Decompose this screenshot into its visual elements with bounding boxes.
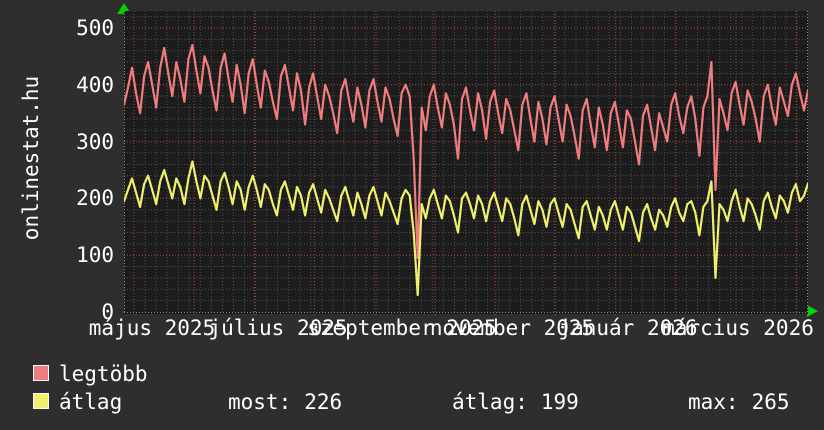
x-tick-label: május 2025 xyxy=(88,316,216,340)
x-tick-label: január 2026 xyxy=(558,316,698,340)
chart-plot xyxy=(124,11,808,316)
stat-atlag: átlag: 199 xyxy=(452,391,579,413)
stat-max-value: 265 xyxy=(751,390,790,414)
y-tick-label: 500 xyxy=(76,16,114,40)
legend-label-atlag: átlag xyxy=(59,390,123,414)
stat-max: max: 265 xyxy=(688,391,790,413)
x-tick-label: július 2025 xyxy=(208,316,348,340)
x-axis-arrow-icon xyxy=(807,305,818,317)
y-tick-label: 400 xyxy=(76,72,114,97)
y-tick-label: 100 xyxy=(76,243,114,268)
stat-atlag-value: 199 xyxy=(540,390,579,414)
stat-most-value: 226 xyxy=(304,390,343,414)
y-axis-arrow-icon xyxy=(117,3,131,14)
watermark-text: onlinestat.hu xyxy=(19,75,43,241)
x-tick-label: szeptember 2025 xyxy=(307,316,497,340)
stat-most: most: 226 xyxy=(228,391,342,413)
x-tick-label: november 2025 xyxy=(429,316,595,340)
legend-swatch-legtobb xyxy=(33,365,49,381)
stat-atlag-label: átlag: xyxy=(452,390,528,414)
legend-swatch-atlag xyxy=(33,393,49,409)
y-tick-label: 300 xyxy=(76,129,114,154)
stat-most-label: most: xyxy=(228,390,292,414)
series-line-legtöbb xyxy=(124,43,808,260)
y-tick-label: 200 xyxy=(76,186,114,211)
series-line-átlag xyxy=(124,160,808,297)
legend-label-legtobb: legtöbb xyxy=(59,362,148,386)
x-tick-label: március 2026 xyxy=(662,316,814,340)
y-tick-label: 0 xyxy=(101,300,114,324)
stat-max-label: max: xyxy=(688,390,739,414)
